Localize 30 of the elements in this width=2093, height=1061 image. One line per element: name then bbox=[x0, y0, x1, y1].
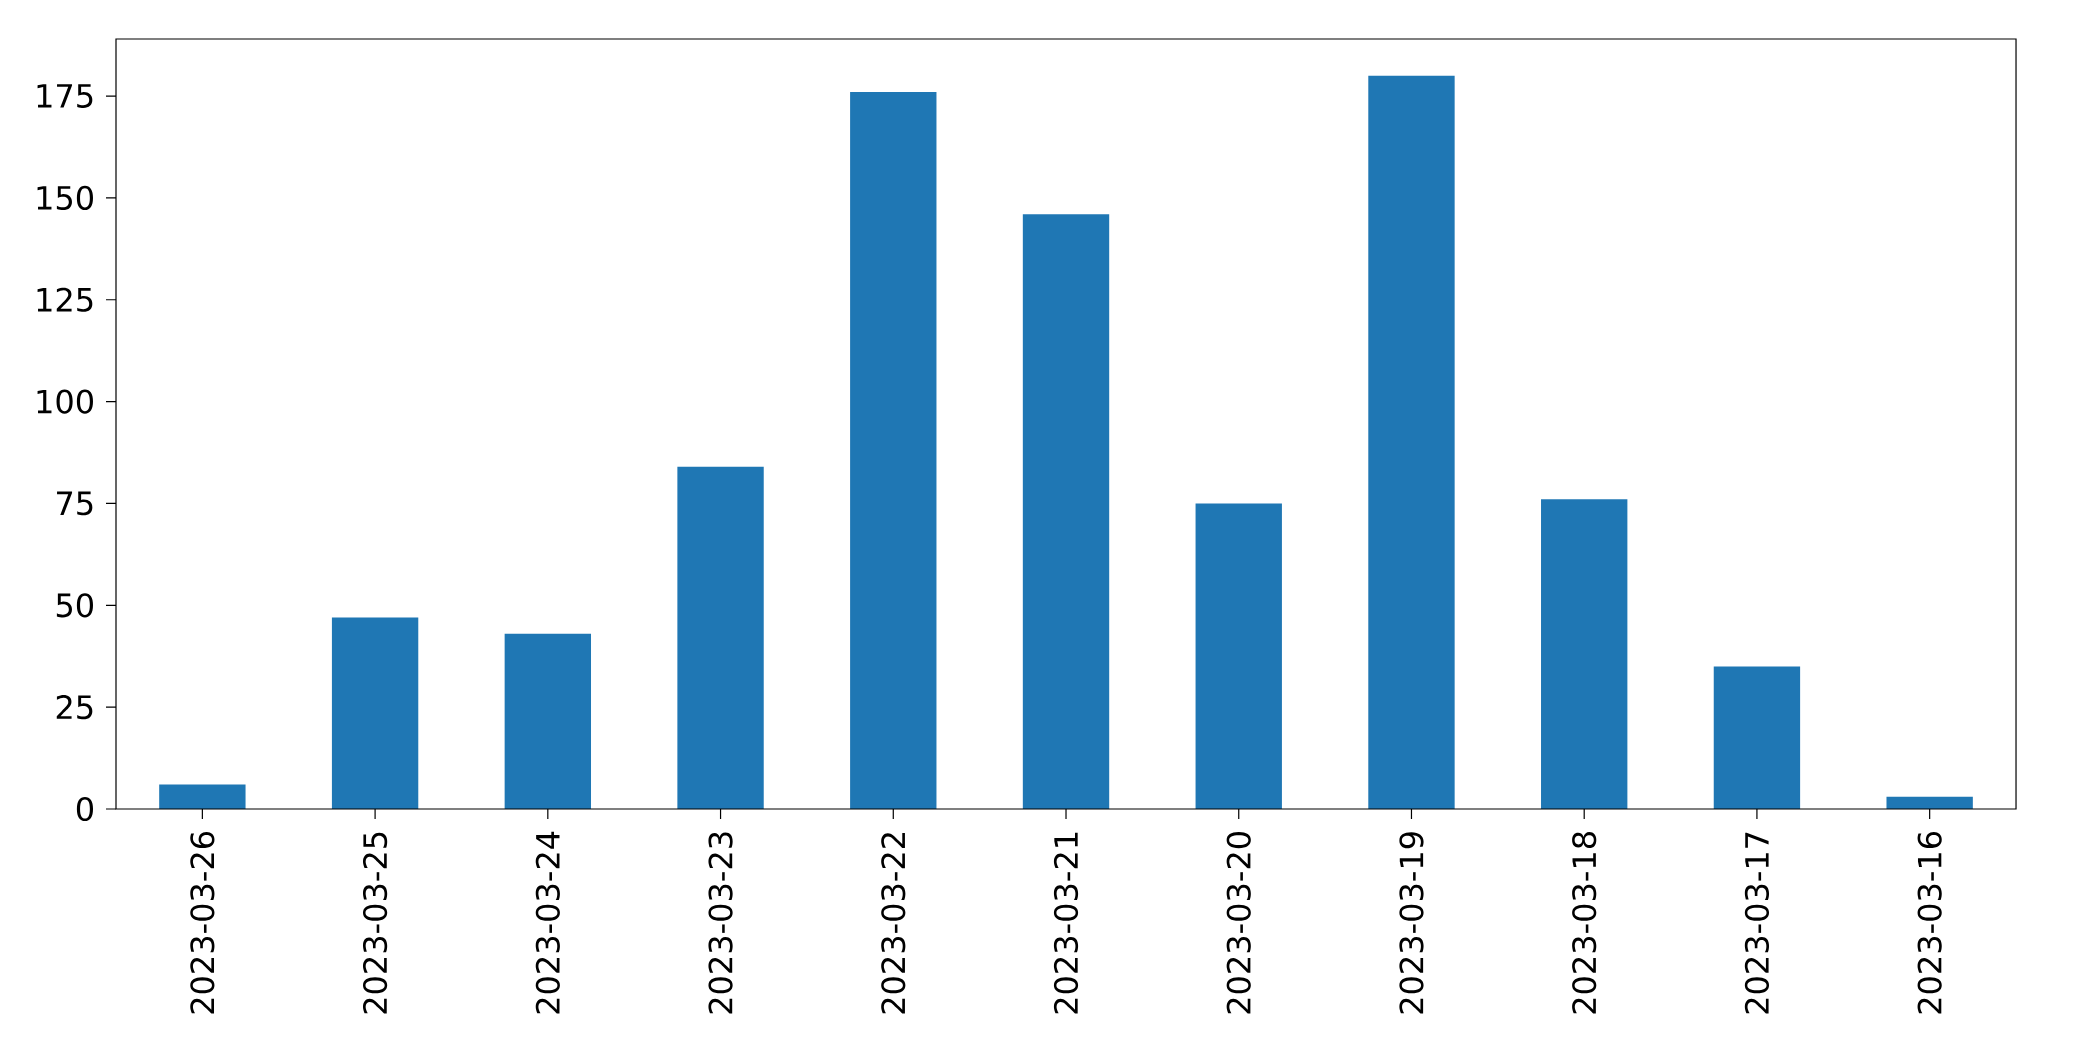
x-tick-label: 2023-03-20 bbox=[1226, 832, 1251, 1014]
bar bbox=[1541, 499, 1628, 809]
y-tick-label: 25 bbox=[56, 695, 93, 720]
y-tick-label: 100 bbox=[37, 389, 93, 414]
y-tick-label: 125 bbox=[37, 287, 93, 312]
bar bbox=[331, 617, 419, 809]
bar bbox=[1368, 75, 1455, 809]
bar bbox=[1886, 796, 1973, 809]
bar bbox=[159, 784, 246, 809]
x-tick-label: 2023-03-18 bbox=[1572, 832, 1597, 1014]
x-tick-label: 2023-03-19 bbox=[1399, 832, 1424, 1014]
x-tick-label: 2023-03-21 bbox=[1053, 832, 1079, 1014]
x-tick-label: 2023-03-25 bbox=[362, 832, 388, 1014]
bar bbox=[1713, 666, 1801, 809]
x-tick-label: 2023-03-16 bbox=[1917, 831, 1942, 1014]
y-tick-label: 0 bbox=[76, 796, 94, 822]
y-tick-label: 175 bbox=[37, 84, 93, 108]
bar bbox=[504, 633, 592, 809]
y-tick-label: 50 bbox=[56, 593, 93, 618]
bar bbox=[850, 91, 937, 809]
bar bbox=[677, 466, 764, 809]
y-tick-label: 150 bbox=[37, 185, 93, 210]
x-tick-label: 2023-03-26 bbox=[190, 831, 215, 1014]
y-tick-label: 75 bbox=[57, 491, 93, 516]
bar bbox=[1195, 503, 1282, 809]
x-tick-label: 2023-03-24 bbox=[535, 831, 560, 1014]
x-tick-label: 2023-03-17 bbox=[1744, 832, 1770, 1014]
bar bbox=[1022, 214, 1110, 809]
x-tick-label: 2023-03-23 bbox=[708, 832, 733, 1014]
x-tick-label: 2023-03-22 bbox=[881, 833, 906, 1014]
